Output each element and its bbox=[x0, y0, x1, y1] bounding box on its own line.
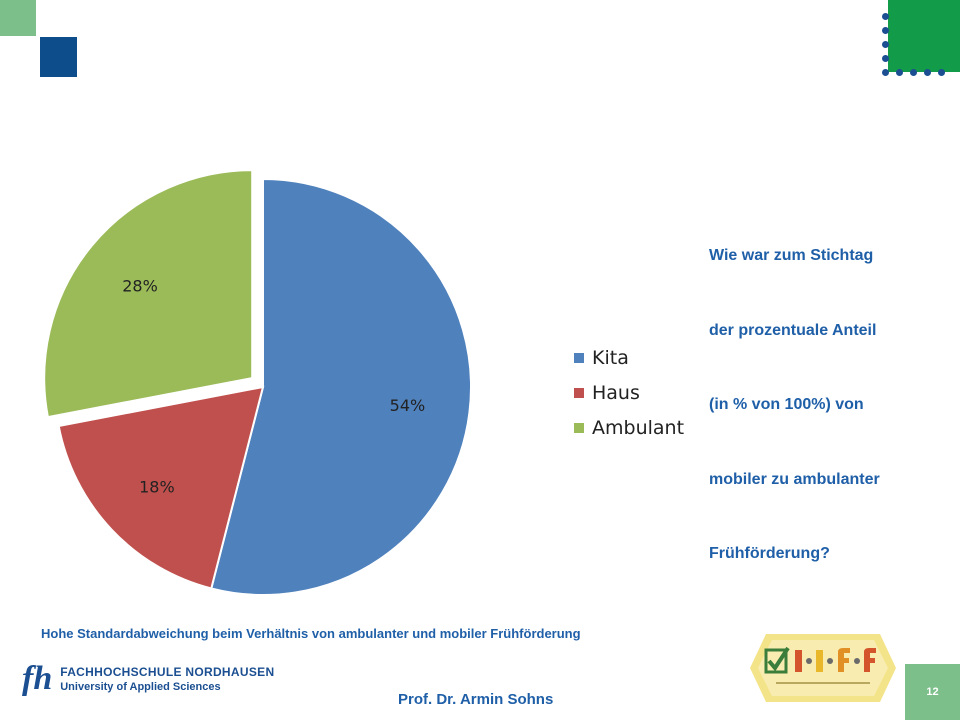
question-text: Wie war zum Stichtag der prozentuale Ant… bbox=[709, 240, 949, 613]
footnote: Hohe Standardabweichung beim Verhältnis … bbox=[41, 626, 581, 641]
corner-square-green bbox=[0, 0, 36, 36]
legend-swatch-haus bbox=[574, 387, 584, 398]
question-line-5: Frühförderung? bbox=[709, 545, 830, 562]
question-line-4: mobiler zu ambulanter bbox=[709, 470, 880, 488]
logo-subtitle: University of Applied Sciences bbox=[60, 681, 221, 693]
legend-label-ambulant: Ambulant bbox=[592, 416, 685, 439]
pie-slice-haus bbox=[57, 385, 265, 590]
iiff-logo-badge bbox=[750, 634, 896, 702]
corner-square-blue bbox=[37, 37, 77, 77]
corner-square-green-right bbox=[888, 0, 960, 72]
legend-swatch-kita bbox=[574, 352, 584, 363]
question-line-2: der prozentuale Anteil bbox=[709, 321, 877, 339]
slice-label-kita: 54% bbox=[390, 396, 426, 415]
page-number-box: 12 bbox=[905, 664, 960, 720]
dot bbox=[896, 69, 903, 76]
pie-slice-kita bbox=[210, 177, 472, 596]
slice-label-ambulant: 28% bbox=[122, 276, 158, 295]
legend-item-kita: Kita bbox=[574, 340, 684, 375]
legend-item-haus: Haus bbox=[574, 375, 684, 410]
dot bbox=[910, 69, 917, 76]
slice-label-haus: 18% bbox=[139, 478, 175, 497]
page-number: 12 bbox=[926, 686, 939, 698]
legend-item-ambulant: Ambulant bbox=[574, 410, 684, 445]
chart-legend: Kita Haus Ambulant bbox=[574, 340, 684, 445]
pie-chart: 54% 18% 28% bbox=[43, 169, 472, 596]
dot bbox=[924, 69, 931, 76]
logo-mark: fh bbox=[22, 660, 53, 697]
dot bbox=[938, 69, 945, 76]
dot bbox=[882, 41, 889, 48]
logo-name: FACHHOCHSCHULE NORDHAUSEN bbox=[60, 665, 275, 679]
legend-label-haus: Haus bbox=[592, 381, 640, 404]
university-logo: fh FACHHOCHSCHULE NORDHAUSEN University … bbox=[22, 662, 274, 696]
author-name: Prof. Dr. Armin Sohns bbox=[398, 691, 554, 708]
question-line-1: Wie war zum Stichtag bbox=[709, 247, 874, 264]
legend-swatch-ambulant bbox=[574, 422, 584, 433]
dot bbox=[882, 13, 889, 20]
dot bbox=[882, 55, 889, 62]
dot bbox=[882, 27, 889, 34]
dot bbox=[882, 69, 889, 76]
question-line-3: (in % von 100%) von bbox=[709, 396, 864, 413]
legend-label-kita: Kita bbox=[592, 346, 629, 369]
pie-slice-ambulant bbox=[43, 169, 254, 419]
